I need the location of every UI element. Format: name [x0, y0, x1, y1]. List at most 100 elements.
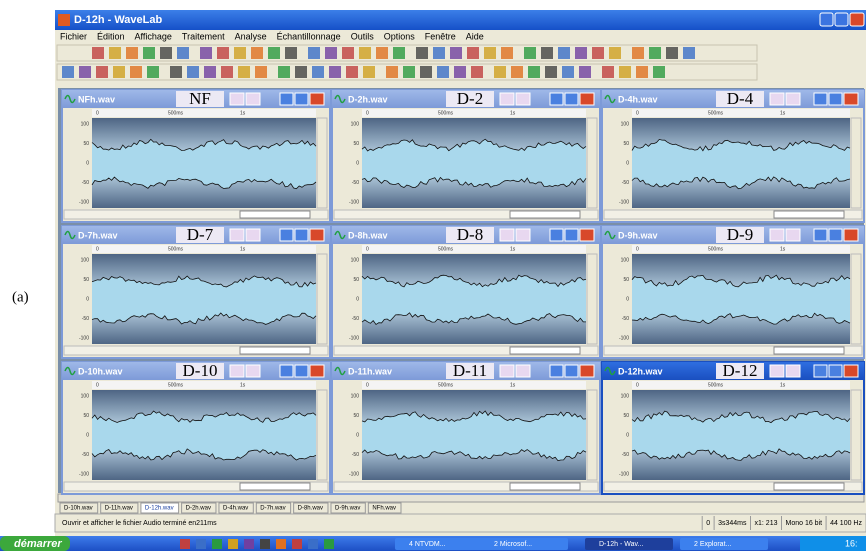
toolbar-button[interactable]: [420, 66, 432, 78]
toolbar-button[interactable]: [187, 66, 199, 78]
pink-button[interactable]: [785, 92, 801, 106]
pink-button[interactable]: [499, 92, 515, 106]
pink-button[interactable]: [769, 364, 785, 378]
quick-launch-icon[interactable]: [292, 539, 302, 549]
toolbar-button[interactable]: [575, 47, 587, 59]
win-max[interactable]: [564, 228, 579, 242]
toolbar-button[interactable]: [636, 66, 648, 78]
toolbar-button[interactable]: [255, 66, 267, 78]
quick-launch-icon[interactable]: [180, 539, 190, 549]
win-min[interactable]: [813, 92, 828, 106]
toolbar-button[interactable]: [126, 47, 138, 59]
toolbar-button[interactable]: [471, 66, 483, 78]
toolbar-button[interactable]: [96, 66, 108, 78]
toolbar-button[interactable]: [130, 66, 142, 78]
doc-scrollbar[interactable]: [603, 209, 863, 220]
toolbar-button[interactable]: [312, 66, 324, 78]
toolbar-button[interactable]: [359, 47, 371, 59]
toolbar-button[interactable]: [558, 47, 570, 59]
v-zoom[interactable]: [850, 389, 862, 481]
toolbar-button[interactable]: [329, 66, 341, 78]
toolbar-button[interactable]: [143, 47, 155, 59]
toolbar-button[interactable]: [268, 47, 280, 59]
v-zoom[interactable]: [850, 117, 862, 209]
minimize-button[interactable]: [819, 12, 834, 27]
doc-scrollbar[interactable]: [603, 481, 863, 492]
menu-item[interactable]: Outils: [351, 31, 375, 41]
tab[interactable]: [140, 502, 180, 514]
quick-launch-icon[interactable]: [324, 539, 334, 549]
toolbar-button[interactable]: [528, 66, 540, 78]
toolbar-button[interactable]: [308, 47, 320, 59]
pink-button[interactable]: [245, 92, 261, 106]
win-close[interactable]: [309, 364, 325, 378]
pink-button[interactable]: [229, 364, 245, 378]
toolbar-button[interactable]: [433, 47, 445, 59]
zoom-slider[interactable]: [773, 346, 845, 355]
toolbar-button[interactable]: [649, 47, 661, 59]
pink-button[interactable]: [769, 228, 785, 242]
win-max[interactable]: [564, 364, 579, 378]
win-close[interactable]: [843, 228, 859, 242]
pink-button[interactable]: [245, 364, 261, 378]
task-item[interactable]: [680, 538, 768, 550]
toolbar-button[interactable]: [494, 66, 506, 78]
toolbar-button[interactable]: [467, 47, 479, 59]
menu-item[interactable]: Aide: [466, 31, 484, 41]
menu-item[interactable]: Affichage: [135, 31, 172, 41]
win-close[interactable]: [579, 92, 595, 106]
tab[interactable]: [100, 502, 139, 514]
win-max[interactable]: [294, 228, 309, 242]
toolbar-button[interactable]: [416, 47, 428, 59]
toolbar-button[interactable]: [363, 66, 375, 78]
v-zoom[interactable]: [586, 389, 598, 481]
win-close[interactable]: [579, 364, 595, 378]
menu-item[interactable]: Traitement: [182, 31, 225, 41]
h-scrollbar[interactable]: [57, 493, 865, 503]
win-min[interactable]: [549, 92, 564, 106]
menu-item[interactable]: Édition: [97, 31, 125, 41]
doc-scrollbar[interactable]: [333, 345, 599, 356]
tab[interactable]: [255, 502, 292, 514]
doc-scrollbar[interactable]: [603, 345, 863, 356]
win-max[interactable]: [564, 92, 579, 106]
toolbar-button[interactable]: [393, 47, 405, 59]
toolbar-button[interactable]: [386, 66, 398, 78]
toolbar-button[interactable]: [170, 66, 182, 78]
toolbar-button[interactable]: [234, 47, 246, 59]
pink-button[interactable]: [785, 364, 801, 378]
toolbar-button[interactable]: [238, 66, 250, 78]
win-min[interactable]: [813, 364, 828, 378]
toolbar-button[interactable]: [204, 66, 216, 78]
toolbar-button[interactable]: [562, 66, 574, 78]
task-item[interactable]: [480, 538, 568, 550]
menu-item[interactable]: Analyse: [235, 31, 267, 41]
toolbar-button[interactable]: [484, 47, 496, 59]
pink-button[interactable]: [515, 92, 531, 106]
zoom-slider[interactable]: [239, 482, 311, 491]
win-max[interactable]: [294, 364, 309, 378]
zoom-slider[interactable]: [239, 346, 311, 355]
maximize-button[interactable]: [834, 12, 849, 27]
toolbar-button[interactable]: [545, 66, 557, 78]
toolbar-button[interactable]: [346, 66, 358, 78]
win-max[interactable]: [828, 92, 843, 106]
win-close[interactable]: [309, 92, 325, 106]
toolbar-button[interactable]: [92, 47, 104, 59]
menu-item[interactable]: Fichier: [60, 31, 87, 41]
v-zoom[interactable]: [850, 253, 862, 345]
toolbar-button[interactable]: [79, 66, 91, 78]
v-zoom[interactable]: [586, 253, 598, 345]
pink-button[interactable]: [229, 92, 245, 106]
toolbar-button[interactable]: [217, 47, 229, 59]
toolbar-button[interactable]: [251, 47, 263, 59]
v-zoom[interactable]: [316, 389, 328, 481]
win-min[interactable]: [279, 364, 294, 378]
toolbar-button[interactable]: [62, 66, 74, 78]
zoom-slider[interactable]: [239, 210, 311, 219]
doc-scrollbar[interactable]: [333, 481, 599, 492]
pink-button[interactable]: [499, 228, 515, 242]
toolbar-button[interactable]: [632, 47, 644, 59]
pink-button[interactable]: [769, 92, 785, 106]
toolbar-button[interactable]: [619, 66, 631, 78]
